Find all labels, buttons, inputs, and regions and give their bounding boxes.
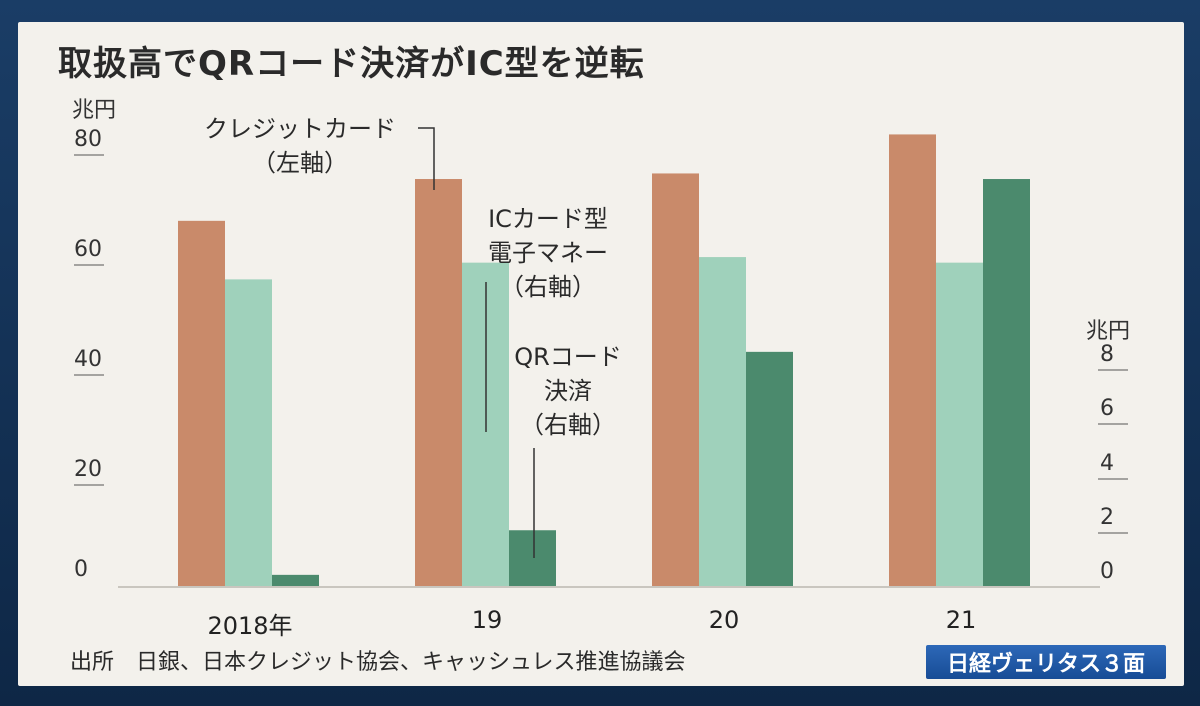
- publication-badge: 日経ヴェリタス３面: [926, 645, 1166, 679]
- x-category-19: 19: [471, 606, 503, 634]
- chart-title: 取扱高でQRコード決済がIC型を逆転: [58, 44, 645, 84]
- right-tick-2: 2: [1100, 505, 1114, 530]
- right-tick-8: 8: [1100, 342, 1114, 367]
- left-tick-20: 20: [74, 457, 102, 482]
- bar-credit-1: [415, 179, 462, 586]
- credit-annotation-line2: （左軸）: [252, 149, 348, 177]
- left-tick-40: 40: [74, 347, 102, 372]
- left-axis-unit: 兆円: [72, 98, 117, 123]
- credit-annotation: クレジットカード （左軸）: [180, 112, 420, 180]
- qr-annotation: QRコード 決済 （右軸）: [500, 340, 636, 442]
- x-category-2018: 2018年: [207, 612, 293, 640]
- bar-ic-2: [699, 257, 746, 586]
- source-note: 出所 日銀、日本クレジット協会、キャッシュレス推進協議会: [70, 650, 686, 675]
- right-tick-4: 4: [1100, 451, 1114, 476]
- ic-annotation-line1: ICカード型: [488, 205, 608, 233]
- right-axis-unit: 兆円: [1086, 319, 1131, 344]
- qr-annotation-line1: QRコード: [514, 343, 622, 371]
- ic-annotation-line3: （右軸）: [500, 273, 596, 301]
- bar-credit-3: [889, 134, 936, 587]
- bar-qr-3: [983, 179, 1030, 586]
- bar-ic-3: [936, 262, 983, 586]
- credit-annotation-line1: クレジットカード: [204, 115, 396, 143]
- left-tick-60: 60: [74, 237, 102, 262]
- bar-qr-1: [509, 530, 556, 586]
- credit-leader-line: [418, 127, 435, 190]
- left-tick-0: 0: [74, 557, 88, 582]
- right-tick-0: 0: [1100, 559, 1114, 584]
- right-tick-6: 6: [1100, 396, 1114, 421]
- qr-annotation-line2: 決済: [544, 377, 592, 405]
- x-category-20: 20: [708, 606, 740, 634]
- bar-ic-0: [225, 279, 272, 586]
- bar-credit-2: [652, 173, 699, 586]
- x-category-21: 21: [945, 606, 977, 634]
- bar-credit-0: [178, 220, 225, 586]
- bar-qr-2: [746, 351, 793, 586]
- qr-annotation-line3: （右軸）: [520, 411, 616, 439]
- bar-qr-0: [272, 574, 319, 586]
- ic-annotation-line2: 電子マネー: [488, 239, 608, 267]
- left-tick-80: 80: [74, 127, 102, 152]
- ic-annotation: ICカード型 電子マネー （右軸）: [466, 202, 630, 304]
